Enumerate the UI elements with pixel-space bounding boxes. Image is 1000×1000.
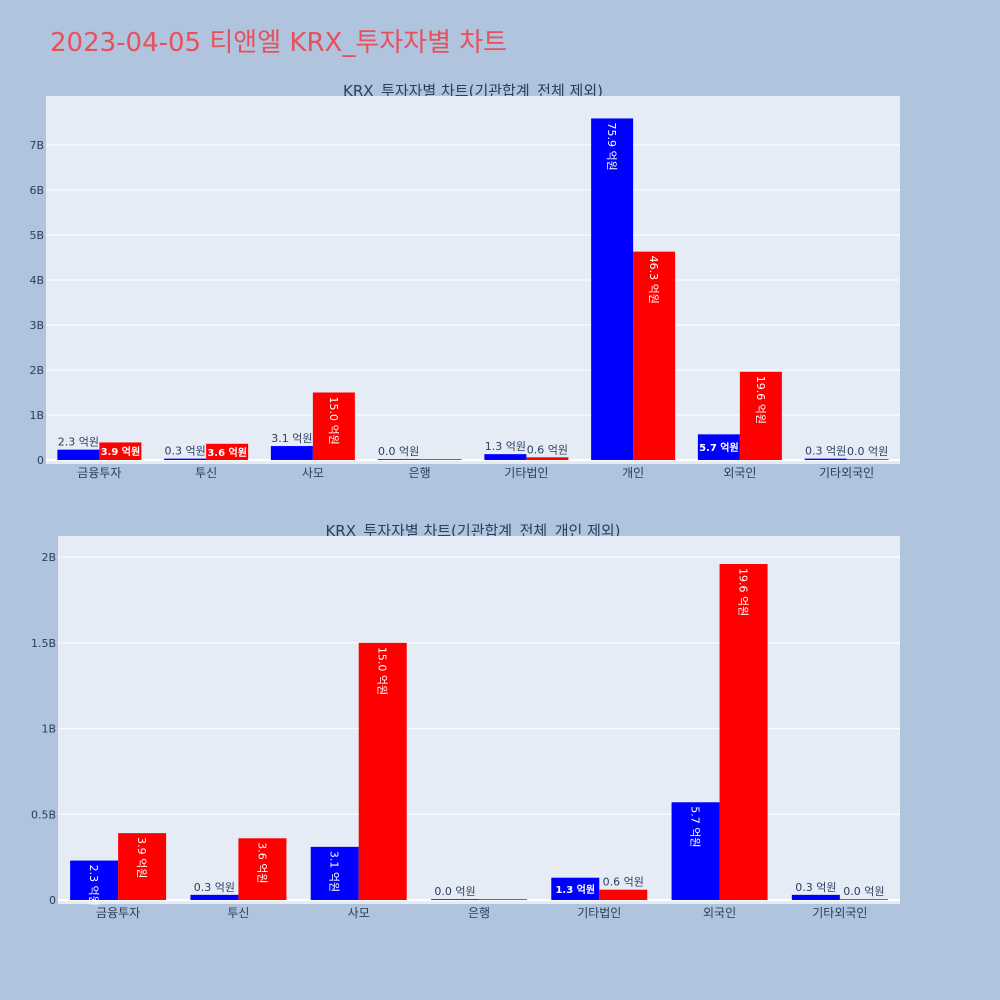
data-label: 3.6 억원 xyxy=(255,842,268,883)
bar xyxy=(118,833,167,900)
data-label: 0.0 억원 xyxy=(378,445,419,458)
data-label: 3.1 억원 xyxy=(328,851,341,892)
data-label: 0.3 억원 xyxy=(194,881,235,894)
y-tick-label: 0 xyxy=(37,454,44,467)
data-label: 0.3 억원 xyxy=(805,445,846,458)
y-tick-label: 0.5B xyxy=(31,808,56,821)
bar xyxy=(591,118,634,460)
y-tick-label: 2B xyxy=(29,364,44,377)
data-label: 15.0 억원 xyxy=(376,647,389,695)
y-tick-label: 2B xyxy=(41,551,56,564)
data-label: 2.3 억원 xyxy=(58,436,99,449)
bar xyxy=(270,446,313,460)
data-label: 0.0 억원 xyxy=(847,445,888,458)
bar xyxy=(526,457,569,460)
bar xyxy=(739,371,782,460)
data-label: 0.3 억원 xyxy=(795,881,836,894)
bar xyxy=(57,449,100,460)
chart-2-title: KRX_투자자별 차트(기관합계_전체_개인 제외) xyxy=(325,522,621,540)
x-tick-label: 기타외국인 xyxy=(819,466,874,480)
data-label: 1.3 억원 xyxy=(555,883,595,896)
bar xyxy=(479,899,527,900)
x-tick-label: 외국인 xyxy=(703,906,736,920)
bar xyxy=(70,860,119,900)
bar xyxy=(310,846,359,900)
data-label: 5.7 억원 xyxy=(689,806,702,847)
x-tick-label: 기타외국인 xyxy=(812,906,867,920)
bar xyxy=(164,458,207,460)
bar xyxy=(206,443,249,460)
plot-area-2 xyxy=(58,536,900,904)
bar xyxy=(551,877,600,900)
bar xyxy=(697,434,740,460)
bar xyxy=(484,454,527,460)
bar xyxy=(431,899,479,900)
bar xyxy=(719,564,768,900)
data-label: 3.9 억원 xyxy=(101,445,141,458)
bar xyxy=(846,459,889,460)
x-tick-label: 개인 xyxy=(622,466,644,480)
data-label: 0.3 억원 xyxy=(165,445,206,458)
bar xyxy=(791,894,840,900)
y-tick-label: 6B xyxy=(29,184,44,197)
data-label: 15.0 억원 xyxy=(327,397,340,445)
data-label: 46.3 억원 xyxy=(647,256,660,304)
data-label: 19.6 억원 xyxy=(754,376,767,424)
bar xyxy=(419,459,462,460)
bar xyxy=(190,894,239,900)
x-tick-label: 투신 xyxy=(227,906,249,920)
data-label: 0.6 억원 xyxy=(527,443,568,456)
data-label: 19.6 억원 xyxy=(737,568,750,616)
data-label: 0.0 억원 xyxy=(843,885,884,898)
x-tick-label: 금융투자 xyxy=(77,466,121,480)
main-title: 2023-04-05 티앤엘 KRX_투자자별 차트 xyxy=(50,28,508,58)
bar xyxy=(238,838,287,900)
bar xyxy=(671,802,720,900)
y-tick-label: 1B xyxy=(29,409,44,422)
bar xyxy=(312,392,355,460)
chart-1-title: KRX_투자자별 차트(기관합계_전체 제외) xyxy=(343,82,603,100)
data-label: 3.9 억원 xyxy=(135,837,148,878)
bar xyxy=(599,889,648,900)
x-tick-label: 은행 xyxy=(468,905,490,920)
x-tick-label: 기타법인 xyxy=(577,906,621,920)
data-label: 2.3 억원 xyxy=(87,865,100,906)
y-tick-label: 3B xyxy=(29,319,44,332)
data-label: 3.6 억원 xyxy=(207,446,247,459)
data-label: 0.6 억원 xyxy=(603,876,644,889)
bar xyxy=(633,251,676,460)
y-tick-label: 1.5B xyxy=(31,637,56,650)
bar xyxy=(99,442,142,460)
bar xyxy=(377,459,420,460)
x-tick-label: 사모 xyxy=(302,466,324,480)
y-tick-label: 5B xyxy=(29,229,44,242)
x-tick-label: 투신 xyxy=(195,466,217,480)
bar xyxy=(358,642,407,900)
y-tick-label: 4B xyxy=(29,274,44,287)
x-tick-label: 금융투자 xyxy=(96,906,140,920)
x-tick-label: 외국인 xyxy=(723,466,756,480)
y-tick-label: 1B xyxy=(41,723,56,736)
x-tick-label: 기타법인 xyxy=(504,466,548,480)
bar xyxy=(839,899,888,900)
data-label: 3.1 억원 xyxy=(271,432,312,445)
data-label: 1.3 억원 xyxy=(485,440,526,453)
bar xyxy=(804,458,847,460)
x-tick-label: 사모 xyxy=(348,906,370,920)
data-label: 75.9 억원 xyxy=(605,122,618,170)
data-label: 5.7 억원 xyxy=(699,441,739,454)
y-tick-label: 0 xyxy=(49,894,56,907)
data-label: 0.0 억원 xyxy=(434,885,475,898)
y-tick-label: 7B xyxy=(29,139,44,152)
x-tick-label: 은행 xyxy=(409,465,431,480)
